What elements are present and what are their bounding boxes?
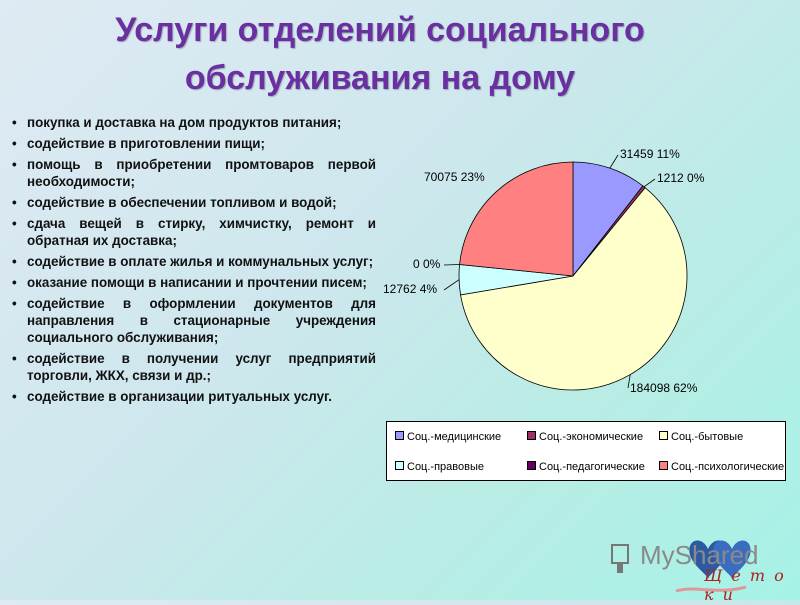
data-label: 70075 23%: [424, 170, 485, 184]
data-label: 31459 11%: [620, 147, 680, 161]
heart-icon: [713, 540, 751, 579]
leader-line: [643, 178, 656, 188]
legend-swatch: [395, 461, 404, 470]
list-item: помощь в приобретении промтоваров первой…: [10, 156, 376, 190]
list-item: оказание помощи в написании и прочтении …: [10, 274, 376, 291]
data-label: 184098 62%: [630, 381, 698, 395]
legend-label: Соц.-экономические: [539, 431, 644, 443]
leader-line: [609, 154, 619, 169]
legend-item: Соц.-психологические: [659, 460, 784, 474]
logo-script-text: Щ е т о к и: [704, 566, 786, 604]
list-item: содействие в оплате жилья и коммунальных…: [10, 253, 376, 270]
legend-item: Соц.-экономические: [527, 430, 643, 444]
presentation-stand-icon: [617, 563, 623, 573]
title-line-2: обслуживания на дому: [184, 59, 576, 97]
legend-label: Соц.-правовые: [407, 461, 484, 473]
legend-label: Соц.-психологические: [671, 461, 785, 473]
pie-slice: [459, 161, 574, 277]
legend-swatch: [395, 431, 404, 440]
legend-label: Соц.-медицинские: [407, 431, 502, 443]
title-line-1: Услуги отделений социального: [115, 11, 645, 49]
hand-icon: [675, 585, 747, 593]
legend-swatch: [527, 461, 536, 470]
logo-graphic: [611, 540, 751, 593]
chart-legend: Соц.-медицинские Соц.-экономические Соц.-б…: [386, 421, 786, 481]
data-label: 12762 4%: [383, 282, 437, 296]
data-label: 0 0%: [413, 257, 441, 271]
legend-label: Соц.-бытовые: [671, 431, 744, 443]
list-item: сдача вещей в стирку, химчистку, ремонт …: [10, 215, 376, 249]
list-item: содействие в получении услуг предприятий…: [10, 350, 376, 384]
logo: [606, 535, 800, 600]
pie-slice: [572, 161, 644, 278]
presentation-icon: [611, 544, 629, 564]
legend-item: Соц.-педагогические: [527, 460, 645, 474]
legend-swatch: [659, 461, 668, 470]
logo-text: MyShared: [640, 540, 759, 570]
pie-slice: [460, 187, 688, 391]
services-list: покупка и доставка на дом продуктов пита…: [10, 114, 376, 409]
legend-item: Соц.-бытовые: [659, 430, 743, 444]
legend-item: Соц.-правовые: [395, 460, 484, 474]
data-label: 1212 0%: [657, 171, 705, 185]
leader-line: [627, 374, 631, 389]
page-title: Услуги отделений социального обслуживани…: [0, 6, 760, 102]
list-item: покупка и доставка на дом продуктов пита…: [10, 114, 376, 131]
legend-item: Соц.-медицинские: [395, 430, 501, 444]
list-item: содействие в приготовлении пищи;: [10, 135, 376, 152]
list-item: содействие в оформлении документов для н…: [10, 295, 376, 346]
legend-label: Соц.-педагогические: [539, 461, 645, 473]
legend-swatch: [659, 431, 668, 440]
leader-line: [443, 264, 460, 266]
legend-swatch: [527, 431, 536, 440]
list-item: содействие в обеспечении топливом и водо…: [10, 194, 376, 211]
list-item: содействие в организации ритуальных услу…: [10, 388, 376, 405]
pie-chart: 31459 11% 1212 0% 184098 62% 12762 4% 0 0% 70…: [383, 147, 705, 395]
leader-line: [443, 279, 460, 291]
